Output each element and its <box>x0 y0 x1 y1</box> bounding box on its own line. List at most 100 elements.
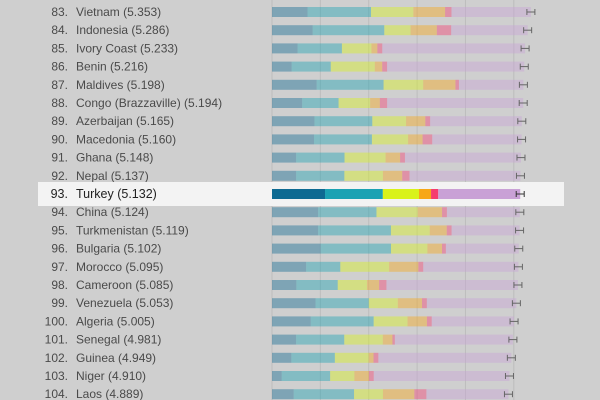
bar-segment <box>281 371 331 381</box>
bar-segment <box>382 170 403 181</box>
bar-segment <box>432 134 522 145</box>
bar-segment <box>386 280 518 290</box>
bar-segment <box>272 261 307 272</box>
bar-segment <box>389 261 419 272</box>
row-label: Congo (Brazzaville) (5.194) <box>76 96 222 110</box>
row-rank: 93. <box>51 187 68 201</box>
row-rank: 99. <box>51 296 68 310</box>
bar-segment <box>307 7 372 17</box>
bar-segment <box>337 280 367 290</box>
bar-segment <box>272 134 314 145</box>
bar-segment <box>371 43 378 54</box>
bar-segment <box>272 389 294 400</box>
bar-segment <box>318 207 377 218</box>
bar-segment <box>344 152 386 163</box>
row-rank: 91. <box>51 151 68 165</box>
bar-segment <box>272 334 297 345</box>
bar-segment <box>423 79 456 90</box>
row-label: Venezuela (5.053) <box>76 296 173 310</box>
bar-segment <box>291 61 331 72</box>
row-label: Indonesia (5.286) <box>76 23 169 37</box>
bar-segment <box>431 316 515 327</box>
bar-segment <box>310 316 374 327</box>
row-rank: 87. <box>51 78 68 92</box>
bar-segment <box>394 334 513 345</box>
row-label: China (5.124) <box>76 205 149 219</box>
bar-segment <box>397 298 423 309</box>
bar-segment <box>316 79 384 90</box>
bar-segment <box>368 371 374 381</box>
row-label: Vietnam (5.353) <box>76 5 161 19</box>
row-rank: 100. <box>45 314 68 328</box>
bar-segment <box>410 25 437 36</box>
bar-segment <box>296 152 345 163</box>
bar-segment <box>272 280 297 290</box>
bar-segment <box>429 225 447 236</box>
bar-segment <box>418 261 424 272</box>
bar-segment <box>387 61 525 72</box>
row-rank: 86. <box>51 60 68 74</box>
row-rank: 84. <box>51 23 68 37</box>
bar-segment <box>387 98 524 108</box>
row-label: Laos (4.889) <box>76 387 143 400</box>
row-label: Niger (4.910) <box>76 369 146 383</box>
bar-segment <box>272 243 321 254</box>
bar-segment <box>296 334 345 345</box>
bar-segment <box>374 61 383 72</box>
row-label: Morocco (5.095) <box>76 260 163 274</box>
bar-segment <box>296 280 338 290</box>
row-rank: 95. <box>51 223 68 237</box>
bar-segment <box>272 98 303 108</box>
row-rank: 94. <box>51 205 68 219</box>
bar-segment <box>379 280 387 290</box>
row-label: Maldives (5.198) <box>76 78 165 92</box>
row-rank: 101. <box>45 333 68 347</box>
bar-segment <box>404 152 521 163</box>
bar-segment <box>422 298 427 309</box>
bar-segment <box>306 261 341 272</box>
bar-segment <box>442 207 447 218</box>
bar-segment <box>417 207 443 218</box>
row-label: Turkmenistan (5.119) <box>76 223 189 237</box>
bar-segment <box>334 352 369 363</box>
row-label: Macedonia (5.160) <box>76 132 176 146</box>
bar-segment <box>422 134 433 145</box>
bar-segment <box>382 43 526 54</box>
bar-segment <box>272 207 319 218</box>
bar-segment <box>318 225 391 236</box>
bar-segment <box>372 116 407 127</box>
bar-segment <box>383 79 424 90</box>
row-rank: 103. <box>45 369 68 383</box>
bar-segment <box>314 116 373 127</box>
row-label: Bulgaria (5.102) <box>76 242 161 256</box>
bar-segment <box>382 61 388 72</box>
bar-segment <box>341 43 372 54</box>
bar-segment <box>272 316 311 327</box>
bar-segment <box>451 25 528 36</box>
bar-segment <box>409 170 521 181</box>
row-label: Ghana (5.148) <box>76 151 153 165</box>
bar-segment <box>430 116 522 127</box>
bar-segment <box>445 7 452 17</box>
bar-segment <box>354 389 383 400</box>
bar-segment <box>297 43 342 54</box>
bar-segment <box>392 334 395 345</box>
row-rank: 97. <box>51 260 68 274</box>
bar-segment <box>373 316 408 327</box>
bar-segment <box>451 7 531 17</box>
row-rank: 88. <box>51 96 68 110</box>
bar-segment <box>272 116 315 127</box>
bar-segment <box>442 243 446 254</box>
bar-segment <box>382 189 419 199</box>
bar-segment <box>291 352 335 363</box>
row-rank: 90. <box>51 132 68 146</box>
bar-segment <box>313 134 372 145</box>
bar-segment <box>377 43 383 54</box>
bar-segment <box>340 261 390 272</box>
bar-segment <box>378 352 512 363</box>
bar-segment <box>272 7 308 17</box>
bar-segment <box>370 98 380 108</box>
row-label: Benin (5.216) <box>76 60 148 74</box>
